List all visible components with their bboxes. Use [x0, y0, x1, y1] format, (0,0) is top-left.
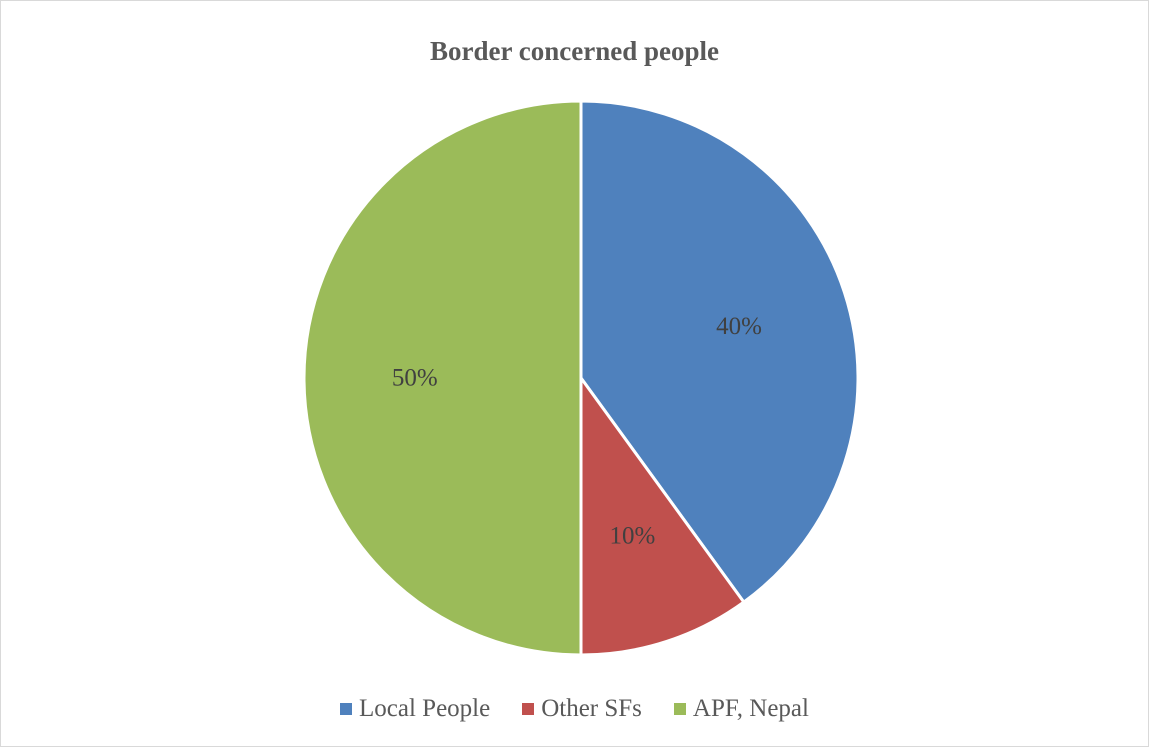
data-label-apf-nepal: 50%	[392, 365, 438, 392]
legend-swatch-other-sfs	[522, 703, 535, 715]
legend-item-other-sfs: Other SFs	[522, 695, 642, 723]
pie-slice-local-people	[579, 99, 860, 604]
legend-item-apf-nepal: APF, Nepal	[673, 695, 809, 723]
legend-item-local-people: Local People	[340, 695, 490, 723]
pie-slice-other-sfs	[579, 376, 746, 657]
pie-slice-apf-nepal	[302, 99, 583, 657]
pie-slices	[302, 99, 860, 657]
legend-swatch-local-people	[340, 703, 352, 715]
data-label-other-sfs: 10%	[609, 523, 655, 550]
pie-data-labels: 40% 10% 50%	[392, 313, 762, 549]
legend-swatch-apf-nepal	[673, 703, 686, 715]
data-label-local-people: 40%	[716, 313, 762, 340]
legend-label-local-people: Local People	[359, 695, 491, 722]
legend-label-apf-nepal: APF, Nepal	[692, 695, 809, 722]
legend-label-other-sfs: Other SFs	[541, 695, 642, 722]
chart-title: Border concerned people	[430, 36, 719, 66]
legend: Local People Other SFs APF, Nepal	[1, 695, 1148, 723]
